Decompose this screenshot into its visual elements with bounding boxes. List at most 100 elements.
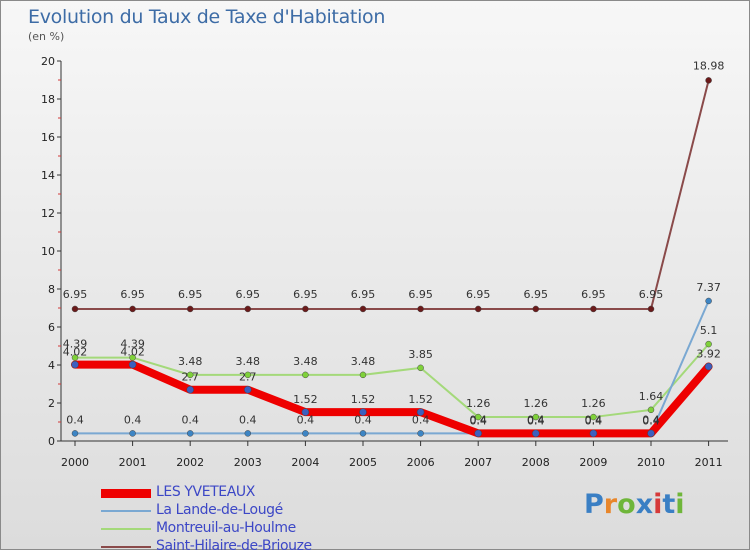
- legend-label: Saint-Hilaire-de-Briouze: [156, 538, 312, 554]
- data-point: [128, 360, 137, 369]
- data-point: [301, 408, 310, 416]
- data-point: [647, 305, 655, 313]
- data-point: [590, 305, 597, 313]
- x-tick-label: 2009: [579, 456, 607, 469]
- y-tick-label: 20: [41, 55, 55, 68]
- data-point: [129, 430, 136, 437]
- data-point: [302, 371, 309, 379]
- data-label: 4.39: [63, 338, 88, 351]
- logo-letter: o: [617, 489, 636, 520]
- data-label: 1.52: [408, 393, 433, 406]
- data-label: 6.95: [466, 288, 491, 301]
- data-point: [71, 305, 79, 313]
- data-label: 4.39: [120, 338, 145, 351]
- data-point: [244, 430, 252, 437]
- logo-letter: t: [662, 489, 676, 520]
- x-tick-label: 2006: [407, 456, 435, 469]
- x-tick-label: 2005: [349, 456, 377, 469]
- data-label: 0.4: [469, 413, 487, 426]
- data-label: 5.1: [700, 324, 718, 337]
- data-label: 0.4: [585, 413, 603, 426]
- data-label: 6.95: [293, 288, 318, 301]
- data-point: [186, 371, 194, 379]
- data-label: 1.26: [581, 397, 606, 410]
- data-label: 2.7: [181, 371, 199, 384]
- data-label: 4.02: [63, 346, 88, 359]
- data-point: [71, 430, 79, 437]
- data-point: [302, 430, 309, 437]
- data-label: 0.4: [297, 413, 315, 426]
- y-tick-label: 0: [48, 435, 55, 448]
- data-label: 3.48: [236, 355, 261, 368]
- data-label: 6.95: [408, 288, 433, 301]
- data-point: [129, 354, 136, 361]
- data-label: 2.7: [239, 371, 257, 384]
- data-label: 6.95: [581, 288, 606, 301]
- legend-swatch: [101, 488, 151, 498]
- data-label: 3.48: [351, 355, 376, 368]
- data-label: 4.02: [120, 346, 145, 359]
- data-point: [129, 305, 136, 313]
- data-point: [704, 362, 713, 371]
- series-line: [74, 343, 710, 419]
- data-point: [417, 430, 424, 437]
- data-point: [647, 429, 655, 438]
- x-tick-label: 2011: [695, 456, 723, 469]
- data-point: [532, 413, 540, 421]
- y-tick-label: 8: [48, 283, 55, 296]
- logo-letter: x: [635, 489, 654, 520]
- data-label: 1.64: [639, 390, 664, 403]
- data-label: 1.26: [466, 397, 491, 410]
- data-point: [359, 371, 367, 379]
- y-tick-label: 12: [41, 207, 55, 220]
- legend-label: Montreuil-au-Houlme: [156, 520, 296, 536]
- data-label: 6.95: [639, 288, 664, 301]
- data-label: 0.4: [642, 414, 660, 427]
- legend-swatch: [101, 510, 151, 512]
- data-point: [186, 385, 194, 394]
- y-tick-label: 4: [48, 359, 55, 372]
- data-point: [474, 305, 482, 313]
- data-label: 0.4: [469, 414, 487, 427]
- y-tick-label: 14: [41, 169, 55, 182]
- x-tick-label: 2003: [234, 456, 262, 469]
- data-label: 3.92: [696, 348, 721, 361]
- chart-title: Evolution du Taux de Taxe d'Habitation: [28, 6, 386, 28]
- data-label: 0.4: [527, 413, 545, 426]
- data-point: [71, 360, 79, 369]
- data-point: [186, 430, 194, 437]
- data-point: [532, 305, 540, 313]
- x-tick-label: 2010: [637, 456, 665, 469]
- data-point: [705, 297, 712, 305]
- data-point: [71, 354, 79, 361]
- line-chart: 0 2 4 6 8 10 12 14 16 18 20 2000 2001 2002 2003 2004 200…: [41, 55, 728, 469]
- data-point: [647, 406, 655, 414]
- data-point: [532, 429, 540, 438]
- data-label: 6.95: [236, 288, 261, 301]
- data-label: 0.4: [642, 413, 660, 426]
- data-point: [302, 305, 309, 313]
- data-point: [416, 408, 425, 416]
- legend-label: LES YVETEAUX: [156, 484, 255, 500]
- data-label: 3.48: [178, 355, 203, 368]
- x-tick-label: 2007: [464, 456, 492, 469]
- data-point: [417, 305, 424, 313]
- chart-unit: (en %): [28, 30, 65, 43]
- data-point: [244, 385, 252, 394]
- proxiti-logo: Proxiti: [584, 489, 685, 520]
- data-point: [705, 340, 712, 348]
- data-point: [244, 305, 252, 313]
- data-point: [359, 408, 367, 416]
- y-tick-label: 2: [48, 397, 55, 410]
- data-label: 0.4: [239, 413, 257, 426]
- logo-letter: i: [675, 489, 685, 520]
- legend-swatch: [101, 546, 151, 548]
- y-tick-label: 6: [48, 321, 55, 334]
- data-point: [417, 364, 424, 372]
- logo-letter: i: [653, 489, 663, 520]
- x-tick-label: 2000: [61, 456, 89, 469]
- data-label: 0.4: [66, 413, 84, 426]
- data-label: 0.4: [124, 413, 142, 426]
- data-label: 0.4: [354, 413, 372, 426]
- data-label: 6.95: [120, 288, 145, 301]
